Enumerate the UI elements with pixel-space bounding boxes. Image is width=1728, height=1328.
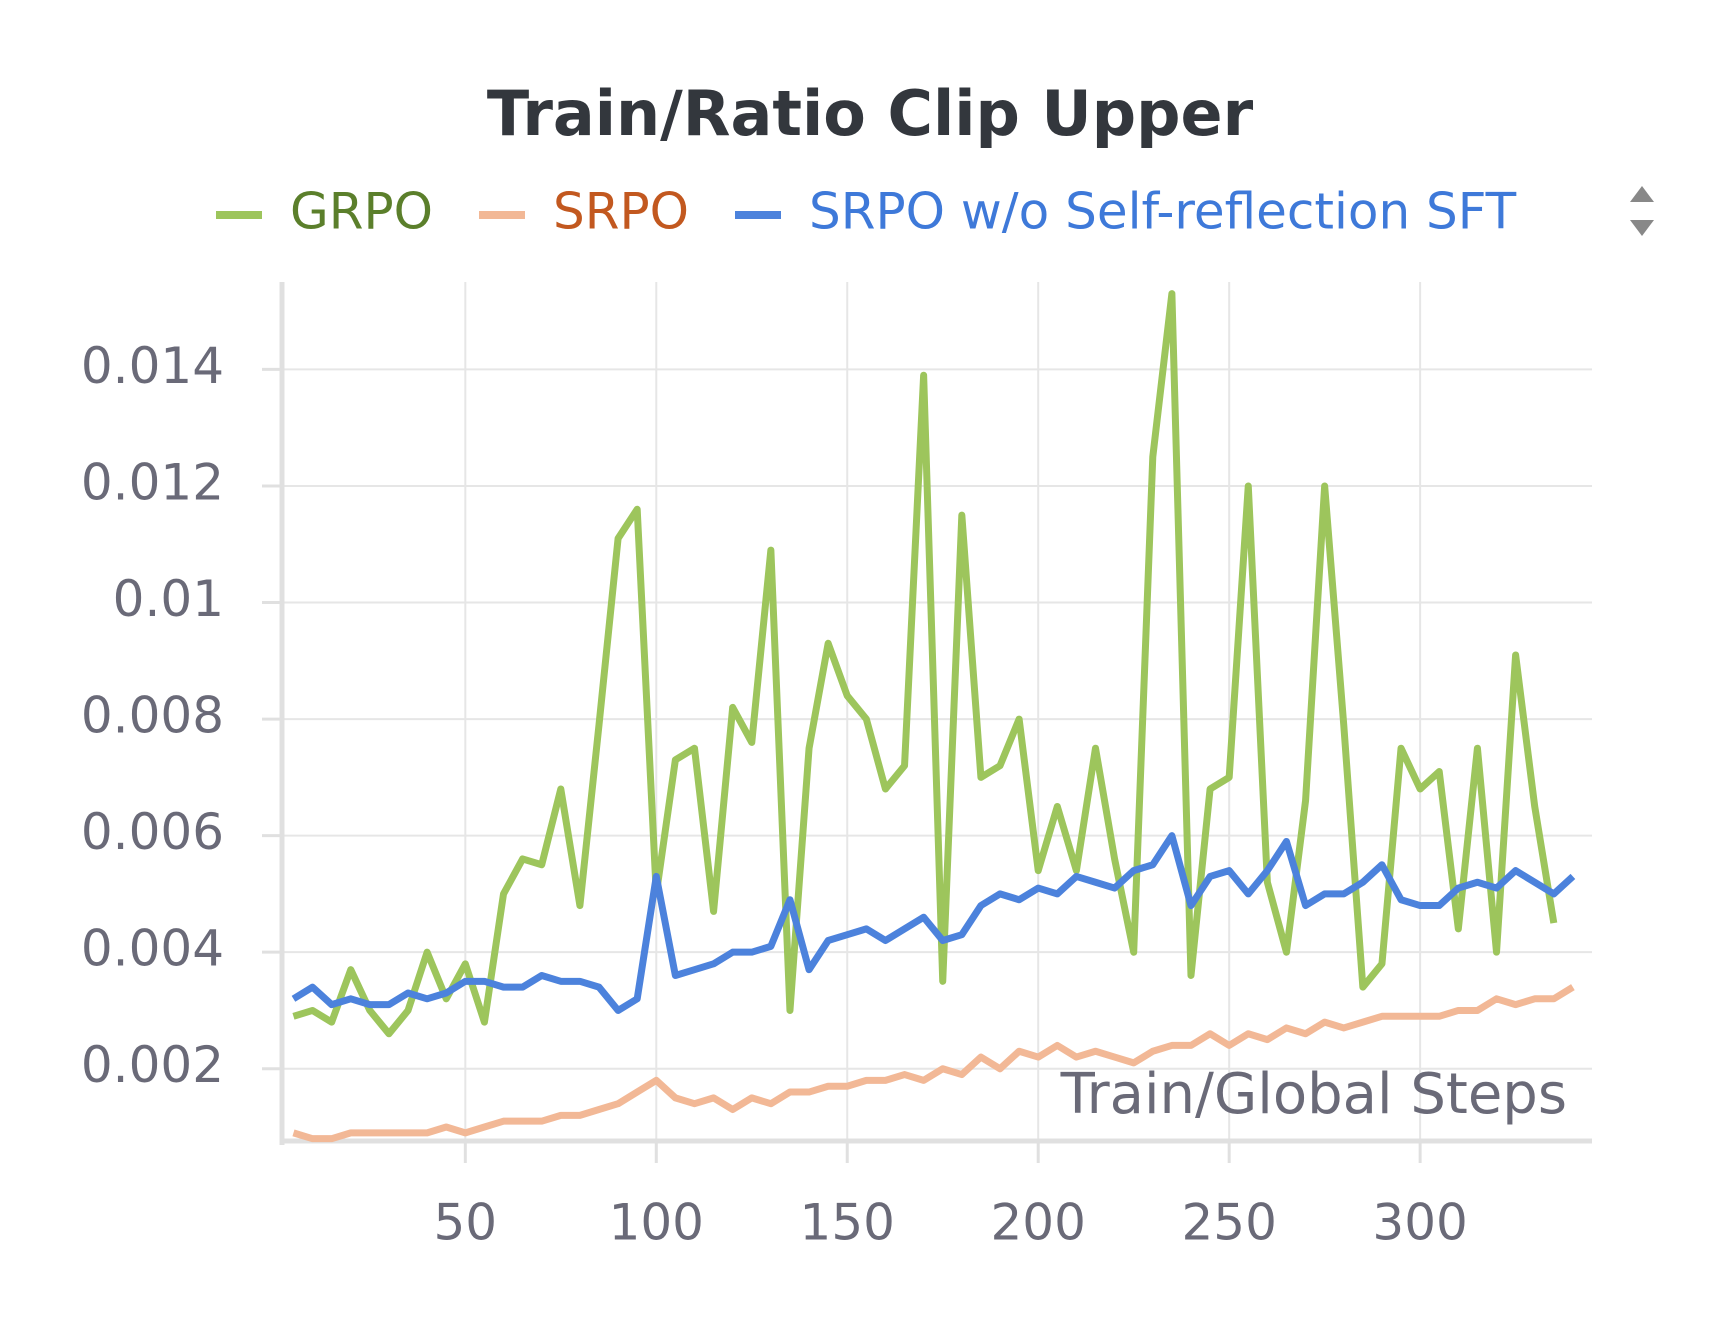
scroll-arrows[interactable]: [1630, 186, 1654, 236]
series-line: [292, 984, 1575, 1143]
legend-label: SRPO w/o Self-reflection SFT: [809, 183, 1517, 241]
y-tick-label: 0.012: [81, 453, 224, 511]
chart-title: Train/Ratio Clip Upper: [487, 77, 1254, 150]
x-axis-label: Train/Global Steps: [1060, 1062, 1567, 1127]
x-tick-label: 300: [1372, 1194, 1467, 1252]
series-line: [291, 832, 1576, 1014]
legend-label: SRPO: [553, 183, 689, 241]
x-tick-label: 100: [609, 1194, 704, 1252]
series-line: [292, 290, 1558, 1038]
y-tick-label: 0.008: [81, 687, 224, 745]
legend-label: GRPO: [290, 183, 433, 241]
x-tick-label: 200: [990, 1194, 1085, 1252]
x-tick-label: 150: [800, 1194, 895, 1252]
y-tick-label: 0.006: [81, 803, 224, 861]
x-tick-label: 250: [1181, 1194, 1276, 1252]
y-tick-label: 0.004: [81, 920, 224, 978]
arrow-down[interactable]: [1630, 220, 1654, 236]
y-tick-label: 0.002: [81, 1036, 224, 1094]
y-tick-label: 0.014: [81, 337, 224, 395]
y-tick-label: 0.01: [113, 570, 224, 628]
x-tick-label: 50: [434, 1194, 498, 1252]
arrow-up[interactable]: [1630, 186, 1654, 202]
